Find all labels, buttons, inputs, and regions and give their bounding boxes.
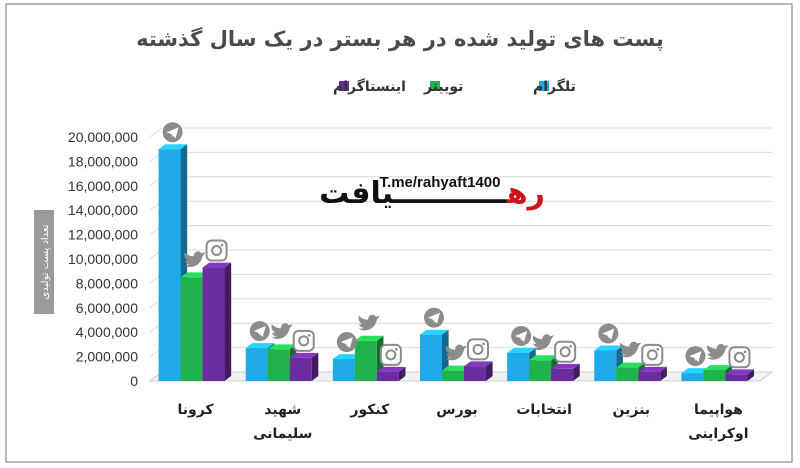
x-category-label: هواپیما (694, 402, 743, 418)
twitter-icon (445, 344, 467, 361)
telegram-icon (249, 321, 270, 342)
bar-instagram (725, 369, 755, 381)
x-category-label: بنزین (613, 402, 651, 418)
watermark-brand-red: ره (506, 176, 545, 211)
bar-icons (162, 122, 751, 369)
bar-instagram (638, 366, 667, 381)
chart-border (5, 3, 793, 463)
bar-instagram (464, 361, 493, 381)
telegram-icon (162, 122, 183, 143)
legend-swatch-twitter (430, 81, 440, 91)
instagram-icon (641, 343, 664, 366)
x-category-label: انتخابات (516, 402, 572, 418)
x-axis-categories: کرونا شهید سلیمانی کنکور بورس انتخابات بنزین هو… (178, 402, 749, 442)
x-category-label: بورس (436, 402, 477, 418)
y-tick-label: 6,000,000 (76, 300, 138, 316)
instagram-icon (554, 340, 577, 363)
bar-instagram (202, 262, 232, 381)
x-category-label: کنکور (349, 402, 390, 418)
bar-instagram (551, 363, 580, 381)
instagram-icon (292, 329, 315, 352)
chart-title: پست های تولید شده در هر بستر در یک سال گ… (136, 26, 664, 51)
y-axis-ticks: 0 2,000,000 4,000,000 6,000,000 8,000,000 10,… (68, 129, 138, 389)
y-tick-label: 0 (130, 373, 138, 389)
bar-twitter (267, 344, 297, 381)
telegram-icon (511, 325, 532, 346)
y-tick-label: 10,000,000 (68, 251, 138, 267)
watermark-brand-stretch: ـــــــــــ (393, 176, 508, 211)
y-tick-label: 20,000,000 (68, 129, 138, 145)
y-tick-label: 14,000,000 (68, 202, 138, 218)
legend-label-telegram: تلگرام (533, 78, 576, 95)
legend: تلگرام توییتر اینستاگرام (333, 78, 576, 95)
twitter-icon (271, 323, 293, 339)
telegram-icon (685, 346, 706, 367)
bar-telegram (420, 329, 449, 381)
x-category-label: سلیمانی (253, 426, 312, 442)
telegram-icon (336, 332, 357, 353)
twitter-icon (620, 341, 642, 358)
y-tick-label: 18,000,000 (68, 153, 138, 169)
watermark-brand-black: یافت (319, 176, 395, 211)
twitter-icon (707, 344, 729, 360)
instagram-icon (379, 343, 402, 366)
y-tick-label: 4,000,000 (76, 324, 138, 340)
x-category-label: اوکراینی (688, 426, 748, 442)
instagram-icon (467, 338, 489, 361)
y-tick-label: 16,000,000 (68, 178, 138, 194)
y-axis-label: تعداد پست تولیدی (34, 210, 54, 314)
telegram-icon (424, 307, 444, 328)
bar-instagram (376, 366, 406, 381)
watermark-url: T.me/rahyaft1400 (380, 174, 501, 191)
y-tick-label: 12,000,000 (68, 227, 138, 243)
x-category-label: شهید (264, 402, 301, 418)
legend-label-twitter: توییتر (423, 79, 463, 95)
bar-instagram (289, 352, 319, 381)
y-axis-label-text: تعداد پست تولیدی (40, 224, 51, 299)
instagram-icon (205, 239, 228, 262)
gridline-depth (149, 127, 163, 138)
y-tick-label: 8,000,000 (76, 275, 138, 291)
watermark: T.me/rahyaft1400 رهـــــــــــیافت (319, 174, 545, 211)
bars (158, 144, 755, 381)
twitter-icon (184, 251, 206, 268)
legend-swatch-telegram (539, 81, 549, 91)
instagram-icon (728, 346, 751, 369)
watermark-brand: رهـــــــــــیافت (319, 176, 545, 211)
twitter-icon (358, 314, 380, 331)
twitter-icon (532, 334, 555, 350)
legend-label-instagram: اینستاگرام (333, 78, 406, 95)
telegram-icon (598, 323, 619, 344)
legend-swatch-instagram (339, 81, 349, 91)
y-tick-label: 2,000,000 (76, 349, 138, 365)
x-category-label: کرونا (178, 402, 215, 418)
